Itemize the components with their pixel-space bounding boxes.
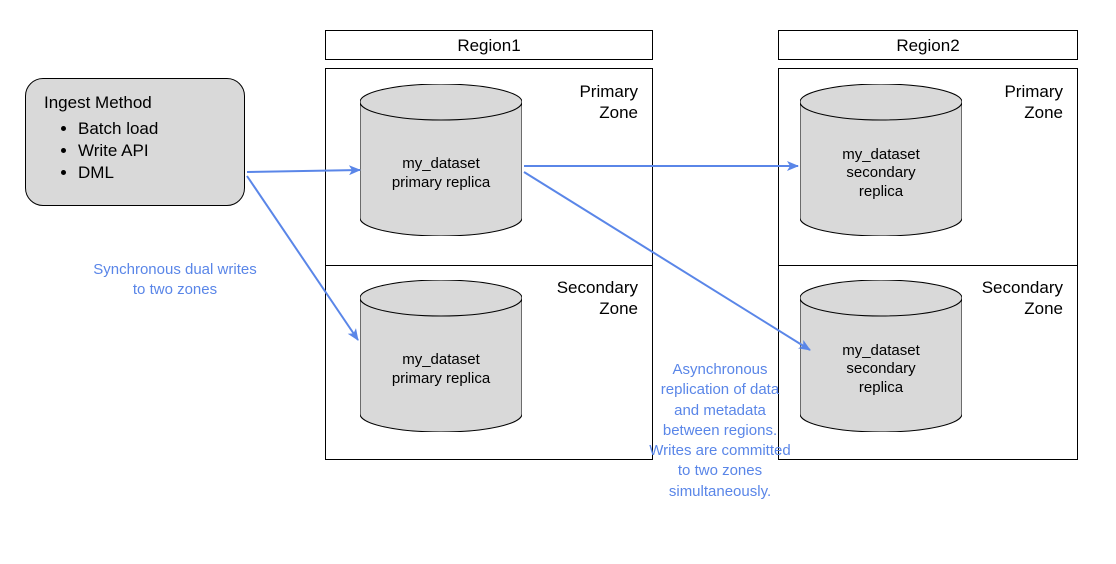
zone-label: PrimaryZone xyxy=(579,81,638,124)
database-label: my_datasetsecondaryreplica xyxy=(800,146,962,202)
ingest-method-box: Ingest Method Batch loadWrite APIDML xyxy=(25,78,245,206)
ingest-title: Ingest Method xyxy=(44,93,226,113)
database-icon: my_datasetsecondaryreplica xyxy=(800,84,962,236)
region-title: Region1 xyxy=(325,30,653,60)
zone-label: SecondaryZone xyxy=(557,277,638,320)
database-label: my_datasetprimary replica xyxy=(360,155,522,193)
region-title: Region2 xyxy=(778,30,1078,60)
arrow-label: Synchronous dual writesto two zones xyxy=(65,260,285,301)
diagram-canvas: Ingest Method Batch loadWrite APIDML Reg… xyxy=(0,0,1116,564)
database-label: my_datasetprimary replica xyxy=(360,351,522,389)
ingest-list: Batch loadWrite APIDML xyxy=(44,119,226,183)
database-label: my_datasetsecondaryreplica xyxy=(800,342,962,398)
ingest-list-item: DML xyxy=(78,163,226,183)
database-icon: my_datasetsecondaryreplica xyxy=(800,280,962,432)
database-icon: my_datasetprimary replica xyxy=(360,84,522,236)
zone-label: PrimaryZone xyxy=(1004,81,1063,124)
ingest-list-item: Batch load xyxy=(78,119,226,139)
zone-divider xyxy=(326,265,652,266)
arrow-label: Asynchronousreplication of dataand metad… xyxy=(635,360,805,502)
zone-label: SecondaryZone xyxy=(982,277,1063,320)
database-icon: my_datasetprimary replica xyxy=(360,280,522,432)
ingest-list-item: Write API xyxy=(78,141,226,161)
zone-divider xyxy=(779,265,1077,266)
